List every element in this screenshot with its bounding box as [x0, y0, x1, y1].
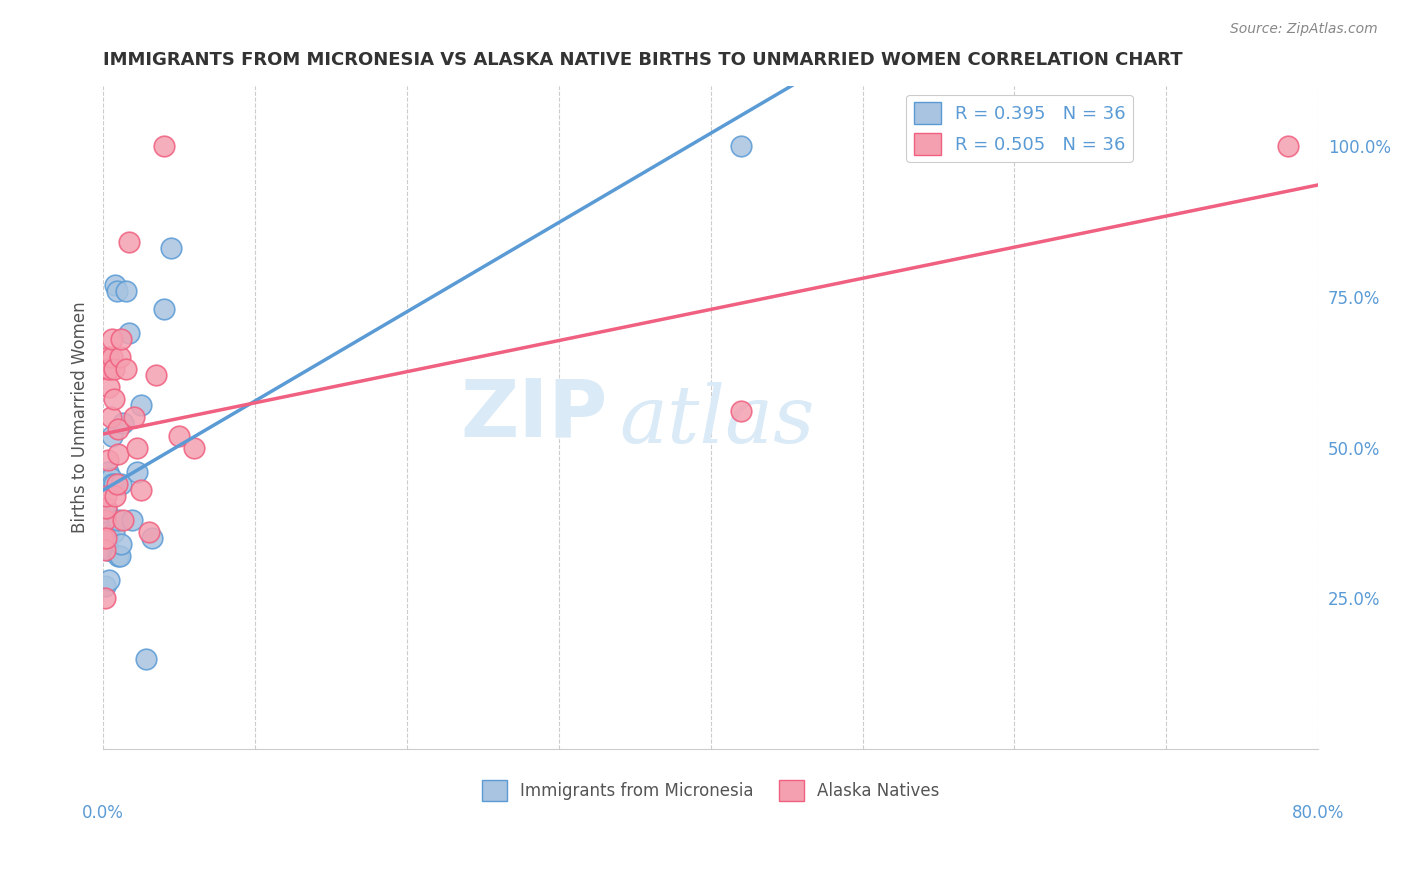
- Point: [104, 277, 127, 292]
- Point: [96, 531, 118, 545]
- Point: [96, 500, 118, 515]
- Point: [107, 513, 129, 527]
- Point: [125, 465, 148, 479]
- Point: [135, 652, 157, 666]
- Point: [103, 362, 125, 376]
- Point: [97, 350, 120, 364]
- Point: [110, 476, 132, 491]
- Point: [105, 284, 128, 298]
- Y-axis label: Births to Unmarried Women: Births to Unmarried Women: [72, 301, 89, 533]
- Point: [118, 326, 141, 340]
- Point: [118, 235, 141, 250]
- Text: 0.0%: 0.0%: [82, 804, 124, 822]
- Point: [96, 489, 118, 503]
- Point: [153, 301, 176, 316]
- Point: [98, 574, 121, 588]
- Point: [111, 417, 134, 431]
- Text: IMMIGRANTS FROM MICRONESIA VS ALASKA NATIVE BIRTHS TO UNMARRIED WOMEN CORRELATIO: IMMIGRANTS FROM MICRONESIA VS ALASKA NAT…: [103, 51, 1182, 69]
- Point: [111, 513, 134, 527]
- Text: 80.0%: 80.0%: [1292, 804, 1344, 822]
- Point: [103, 476, 125, 491]
- Point: [91, 519, 114, 533]
- Point: [97, 452, 120, 467]
- Point: [96, 513, 118, 527]
- Point: [97, 543, 120, 558]
- Point: [98, 380, 121, 394]
- Point: [101, 332, 124, 346]
- Point: [105, 476, 128, 491]
- Point: [96, 531, 118, 545]
- Point: [122, 410, 145, 425]
- Point: [100, 471, 122, 485]
- Point: [104, 489, 127, 503]
- Point: [107, 447, 129, 461]
- Point: [108, 350, 131, 364]
- Point: [97, 465, 120, 479]
- Point: [107, 422, 129, 436]
- Point: [93, 579, 115, 593]
- Point: [93, 519, 115, 533]
- Point: [103, 392, 125, 407]
- Point: [98, 543, 121, 558]
- Text: atlas: atlas: [620, 382, 815, 459]
- Point: [107, 549, 129, 564]
- Point: [91, 531, 114, 545]
- Point: [138, 524, 160, 539]
- Point: [121, 513, 143, 527]
- Point: [730, 139, 752, 153]
- Point: [100, 410, 122, 425]
- Text: Source: ZipAtlas.com: Source: ZipAtlas.com: [1230, 22, 1378, 37]
- Point: [167, 428, 190, 442]
- Point: [101, 350, 124, 364]
- Point: [141, 531, 163, 545]
- Legend: Immigrants from Micronesia, Alaska Natives: Immigrants from Micronesia, Alaska Nativ…: [475, 773, 946, 807]
- Point: [108, 549, 131, 564]
- Point: [98, 362, 121, 376]
- Point: [730, 404, 752, 418]
- Point: [110, 332, 132, 346]
- Point: [96, 531, 118, 545]
- Point: [153, 139, 176, 153]
- Point: [129, 398, 152, 412]
- Point: [97, 524, 120, 539]
- Point: [1277, 139, 1299, 153]
- Point: [183, 441, 205, 455]
- Point: [93, 543, 115, 558]
- Point: [101, 428, 124, 442]
- Point: [115, 284, 138, 298]
- Point: [110, 537, 132, 551]
- Point: [97, 362, 120, 376]
- Point: [93, 513, 115, 527]
- Point: [93, 500, 115, 515]
- Point: [96, 500, 118, 515]
- Point: [115, 362, 138, 376]
- Point: [129, 483, 152, 497]
- Point: [93, 591, 115, 606]
- Point: [103, 524, 125, 539]
- Point: [101, 476, 124, 491]
- Point: [160, 242, 183, 256]
- Point: [145, 368, 167, 383]
- Text: ZIP: ZIP: [460, 375, 607, 453]
- Point: [125, 441, 148, 455]
